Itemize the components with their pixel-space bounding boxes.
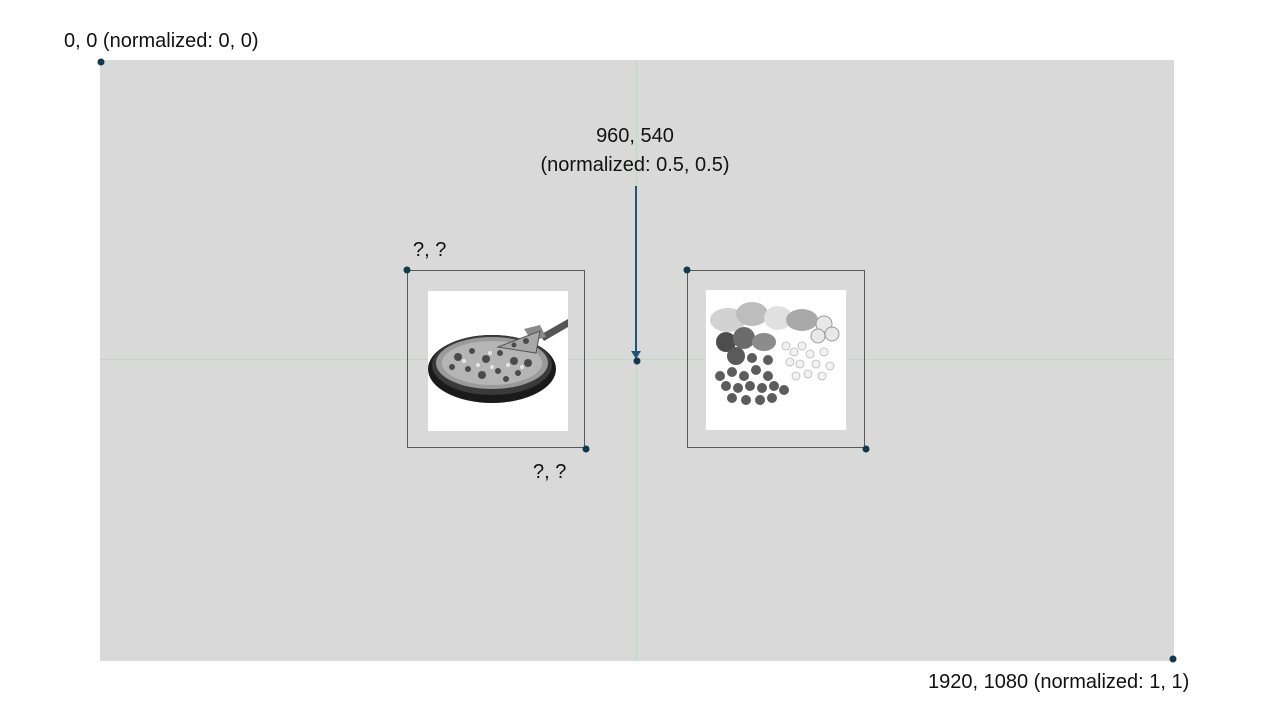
vegetables-bottom-right-marker (862, 445, 870, 453)
pizza-bottom-right-label: ?, ? (533, 461, 567, 483)
end-marker (1169, 655, 1177, 663)
pizza-frame (407, 270, 585, 448)
center-arrow-head (631, 351, 641, 359)
center-marker (633, 357, 641, 365)
pizza-top-left-marker (403, 266, 411, 274)
origin-label: 0, 0 (normalized: 0, 0) (64, 30, 259, 52)
center-label: 960, 540 (normalized: 0.5, 0.5) (526, 122, 744, 180)
center-label-pixels: 960, 540 (596, 125, 674, 147)
center-label-normalized: (normalized: 0.5, 0.5) (540, 154, 730, 176)
pizza-bottom-right-marker (582, 445, 590, 453)
vegetables-frame (687, 270, 865, 448)
vegetables-image (706, 290, 846, 430)
vegetables-top-left-marker (683, 266, 691, 274)
pizza-top-left-label: ?, ? (413, 239, 447, 261)
vegetables-icon (706, 290, 846, 430)
pizza-icon (428, 291, 568, 431)
pizza-image (428, 291, 568, 431)
center-arrow-line (635, 186, 637, 352)
end-label: 1920, 1080 (normalized: 1, 1) (928, 671, 1190, 693)
origin-marker (97, 58, 105, 66)
